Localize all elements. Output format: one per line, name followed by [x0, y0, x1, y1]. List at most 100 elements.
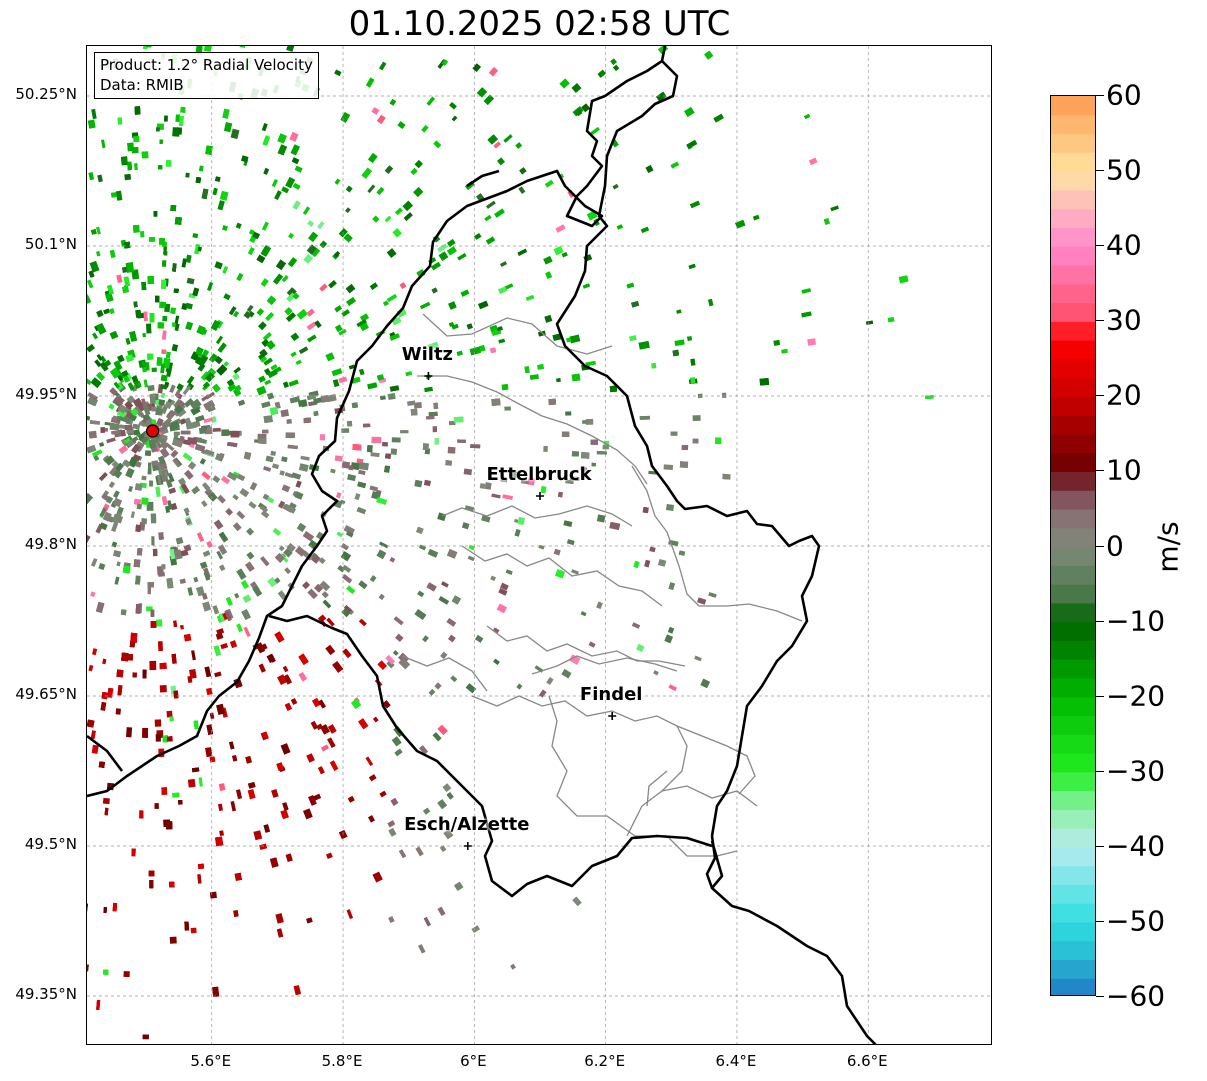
echo-cell — [96, 354, 103, 361]
echo-cell — [370, 452, 380, 458]
echo-cell — [585, 418, 594, 425]
echo-cell — [575, 109, 583, 117]
echo-cell — [232, 373, 240, 381]
echo-cell — [286, 312, 296, 322]
colorbar-band — [1051, 490, 1095, 510]
echo-cell — [389, 98, 397, 106]
echo-cell — [113, 550, 122, 558]
echo-cell — [306, 308, 315, 317]
echo-cell — [227, 471, 238, 481]
echo-cell — [162, 330, 167, 340]
echo-cell — [87, 493, 93, 505]
echo-cell — [417, 590, 425, 598]
echo-cell — [88, 172, 94, 180]
latitude-tick-label: 49.35°N — [15, 985, 77, 1003]
echo-cell — [127, 382, 135, 391]
echo-cell — [317, 221, 325, 230]
echo-cell — [273, 273, 283, 285]
echo-cell — [232, 522, 242, 532]
echo-cell — [204, 46, 212, 52]
colorbar-band — [1051, 171, 1095, 191]
echo-cell — [177, 409, 187, 418]
echo-cell — [202, 349, 210, 357]
echo-cell — [202, 601, 212, 612]
echo-cell — [447, 301, 457, 310]
echo-cell — [214, 836, 224, 847]
echo-cell — [282, 665, 289, 673]
colorbar-tick — [1096, 245, 1104, 247]
echo-cell — [196, 325, 206, 335]
echo-cell — [212, 383, 221, 393]
echo-cell — [299, 346, 309, 354]
echo-cell — [297, 399, 308, 408]
echo-cell — [341, 428, 350, 433]
echo-cell — [367, 152, 378, 164]
echo-cell — [759, 378, 770, 386]
echo-cell — [187, 778, 196, 788]
echo-cell — [87, 392, 98, 401]
echo-cell — [140, 230, 145, 238]
echo-cell — [500, 582, 509, 591]
echo-cell — [390, 797, 399, 806]
echo-cell — [147, 468, 152, 475]
echo-cell — [488, 66, 499, 77]
echo-cell — [132, 423, 140, 430]
echo-cell — [327, 724, 337, 734]
echo-cell — [450, 675, 458, 683]
longitude-tick-label: 5.8°E — [321, 1052, 363, 1070]
echo-cell — [329, 760, 339, 771]
colorbar-tick-label: 50 — [1106, 153, 1142, 187]
echo-cell — [359, 322, 369, 332]
echo-cell — [392, 228, 402, 238]
echo-cell — [565, 479, 574, 484]
echo-cell — [91, 744, 99, 754]
echo-cell — [340, 112, 351, 123]
colorbar-tick-label: −30 — [1106, 754, 1166, 788]
echo-cell — [245, 756, 252, 764]
echo-cell — [461, 522, 470, 530]
echo-cell — [209, 712, 215, 719]
echo-cell — [134, 483, 143, 491]
echo-cell — [205, 429, 213, 435]
colorbar-tick-label: 20 — [1106, 378, 1142, 412]
echo-cell — [887, 317, 895, 323]
echo-cell — [345, 284, 356, 294]
echo-cell — [437, 512, 447, 522]
echo-cell — [168, 474, 175, 483]
echo-cell — [165, 821, 173, 830]
echo-cell — [385, 453, 391, 459]
echo-cell — [735, 219, 746, 229]
echo-cell — [342, 564, 352, 573]
echo-cell — [274, 553, 285, 563]
echo-cell — [182, 385, 191, 395]
echo-cell — [262, 135, 271, 146]
echo-cell — [581, 103, 590, 113]
echo-cell — [398, 652, 410, 664]
echo-cell — [141, 497, 149, 505]
echo-cell — [520, 479, 529, 485]
echo-cell — [174, 216, 182, 225]
echo-cell — [428, 688, 436, 696]
echo-cell — [476, 87, 488, 98]
echo-cell — [261, 338, 270, 347]
echo-cell — [319, 240, 328, 249]
echo-cell — [175, 537, 184, 545]
colorbar-band — [1051, 471, 1095, 491]
echo-cell — [172, 458, 181, 468]
echo-cell — [367, 184, 376, 194]
echo-cell — [306, 321, 317, 331]
echo-cell — [631, 300, 640, 308]
echo-cell — [113, 394, 125, 406]
colorbar-band — [1051, 715, 1095, 735]
echo-cell — [357, 481, 367, 489]
echo-cell — [276, 762, 284, 771]
echo-cell — [362, 423, 371, 428]
echo-cell — [174, 323, 180, 331]
echo-cell — [122, 370, 129, 377]
echo-cell — [477, 300, 489, 310]
echo-cell — [356, 319, 367, 328]
echo-cell — [668, 582, 675, 590]
echo-cell — [157, 322, 164, 329]
echo-cell — [311, 697, 321, 708]
echo-cell — [552, 333, 562, 341]
